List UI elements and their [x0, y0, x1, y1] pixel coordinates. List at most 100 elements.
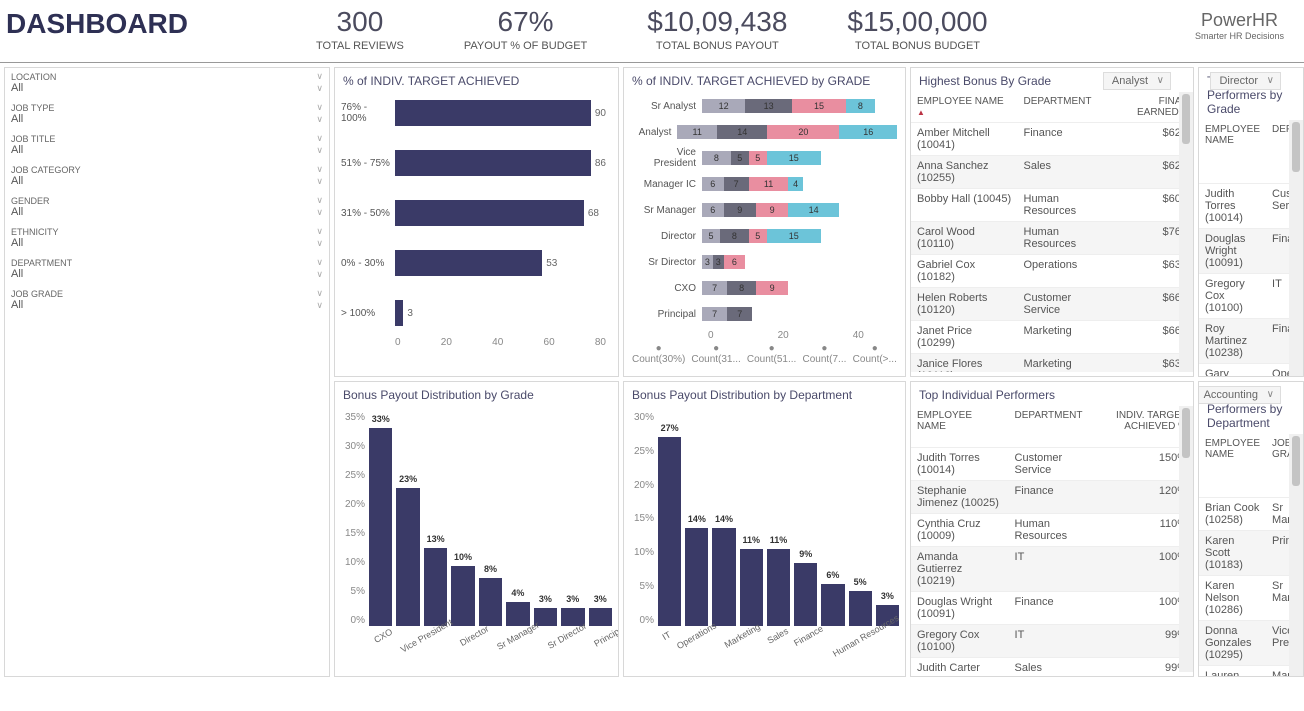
filter-value-dropdown[interactable]: All	[11, 268, 323, 282]
table-row[interactable]: Brian Cook (10258)Sr Manager93%	[1199, 498, 1303, 531]
table-row[interactable]: Janice Flores (10116)Marketing$631	[911, 354, 1193, 373]
dept-dropdown[interactable]: Accounting	[1198, 386, 1281, 404]
bar-segment[interactable]: 5	[749, 151, 767, 165]
bar-segment[interactable]: 13	[745, 99, 792, 113]
table-row[interactable]: Anna Sanchez (10255)Sales$621	[911, 156, 1193, 189]
bar[interactable]: 23%	[396, 488, 419, 626]
bar-segment[interactable]: 3	[713, 255, 724, 269]
scrollbar-thumb[interactable]	[1292, 122, 1300, 172]
bar-segment[interactable]: 8	[727, 281, 756, 295]
table-row[interactable]: Gregory Cox (10100)IT99%	[1199, 274, 1303, 319]
table-row[interactable]: Roy Martinez (10238)Finance98%	[1199, 319, 1303, 364]
column-header[interactable]: EMPLOYEE NAME	[1199, 120, 1266, 184]
scrollbar[interactable]	[1179, 406, 1193, 672]
bar-segment[interactable]: 16	[839, 125, 897, 139]
bar-segment[interactable]: 9	[756, 203, 788, 217]
table-row[interactable]: Gregory Cox (10100)IT99%	[911, 625, 1193, 658]
bar[interactable]	[395, 300, 403, 326]
bar-segment[interactable]: 8	[702, 151, 731, 165]
bar[interactable]	[395, 150, 591, 176]
bar-segment[interactable]: 14	[788, 203, 838, 217]
table-row[interactable]: Karen Scott (10183)Principal93%	[1199, 531, 1303, 576]
grade-dropdown[interactable]: Director	[1210, 72, 1281, 90]
grade-dropdown[interactable]: Analyst	[1103, 72, 1171, 90]
bar[interactable]: 8%	[479, 578, 502, 626]
column-header[interactable]: DEPARTMENT	[1009, 406, 1098, 448]
bar-segment[interactable]: 5	[702, 229, 720, 243]
bar-segment[interactable]: 9	[756, 281, 788, 295]
bar-segment[interactable]: 7	[724, 177, 749, 191]
bar[interactable]: 33%	[369, 428, 392, 626]
scrollbar[interactable]	[1289, 120, 1303, 377]
table-row[interactable]: Donna Gonzales (10295)Vice President84%	[1199, 621, 1303, 666]
chart-plot[interactable]: 0%5%10%15%20%25%30%35%33%23%13%10%8%4%3%…	[335, 406, 618, 666]
bar-segment[interactable]: 5	[731, 151, 749, 165]
table-row[interactable]: Judith Torres (10014)Customer Service150…	[1199, 184, 1303, 229]
filter-job-title[interactable]: JOB TITLEAll	[5, 130, 329, 161]
scrollbar[interactable]	[1179, 92, 1193, 372]
filter-job-category[interactable]: JOB CATEGORYAll	[5, 161, 329, 192]
bar[interactable]: 11%	[740, 549, 763, 626]
bar-segment[interactable]: 3	[702, 255, 713, 269]
bar[interactable]: 11%	[767, 549, 790, 626]
table-row[interactable]: Amanda Gutierrez (10219)IT100%	[911, 547, 1193, 592]
bar-segment[interactable]: 20	[767, 125, 839, 139]
bar-segment[interactable]: 14	[717, 125, 767, 139]
filter-gender[interactable]: GENDERAll	[5, 192, 329, 223]
filter-value-dropdown[interactable]: All	[11, 175, 323, 189]
table-row[interactable]: Lauren Morris (10062)Manager IC83%	[1199, 666, 1303, 678]
table-row[interactable]: Amber Mitchell (10041)Finance$622	[911, 123, 1193, 156]
filter-ethnicity[interactable]: ETHNICITYAll	[5, 223, 329, 254]
bar-segment[interactable]: 6	[702, 177, 724, 191]
table-row[interactable]: Helen Roberts (10120)Customer Service$66…	[911, 288, 1193, 321]
filter-value-dropdown[interactable]: All	[11, 206, 323, 220]
bar[interactable]: 14%	[712, 528, 735, 626]
bar-segment[interactable]: 7	[702, 281, 727, 295]
bar-segment[interactable]: 8	[720, 229, 749, 243]
table-row[interactable]: Stephanie Jimenez (10025)Finance120%	[911, 481, 1193, 514]
scrollbar-thumb[interactable]	[1292, 436, 1300, 486]
bar[interactable]	[395, 200, 584, 226]
bar-segment[interactable]: 15	[792, 99, 846, 113]
bar[interactable]: 5%	[849, 591, 872, 626]
table-row[interactable]: Gary Jimenez (10246)Operations97%	[1199, 364, 1303, 378]
bar-segment[interactable]: 8	[846, 99, 875, 113]
bar[interactable]: 14%	[685, 528, 708, 626]
table-row[interactable]: Cynthia Cruz (10009)Human Resources110%	[911, 514, 1193, 547]
bar[interactable]: 10%	[451, 566, 474, 626]
column-header[interactable]: EMPLOYEE NAME	[1199, 434, 1266, 498]
bar[interactable]: 27%	[658, 437, 681, 626]
bar-segment[interactable]: 15	[767, 229, 821, 243]
bar-segment[interactable]: 5	[749, 229, 767, 243]
column-header[interactable]: DEPARTMENT	[1018, 92, 1114, 123]
table-row[interactable]: Judith Torres (10014)Customer Service150…	[911, 448, 1193, 481]
column-header[interactable]: EMPLOYEE NAME	[911, 406, 1009, 448]
scrollbar[interactable]	[1289, 434, 1303, 677]
chart-plot[interactable]: Sr Analyst1213158Analyst11142016Vice Pre…	[624, 92, 905, 338]
table-row[interactable]: Karen Nelson (10286)Sr Manager91%	[1199, 576, 1303, 621]
scrollbar-thumb[interactable]	[1182, 408, 1190, 458]
filter-value-dropdown[interactable]: All	[11, 299, 323, 313]
bar[interactable]	[395, 100, 591, 126]
table-row[interactable]: Judith Carter (10222)Sales99%	[911, 658, 1193, 673]
bar-segment[interactable]: 11	[749, 177, 789, 191]
table-row[interactable]: Douglas Wright (10091)Finance100%	[1199, 229, 1303, 274]
bar-segment[interactable]: 4	[788, 177, 802, 191]
filter-department[interactable]: DEPARTMENTAll	[5, 254, 329, 285]
filter-value-dropdown[interactable]: All	[11, 144, 323, 158]
filter-job-grade[interactable]: JOB GRADEAll	[5, 285, 329, 316]
bar-segment[interactable]: 7	[727, 307, 752, 321]
filter-value-dropdown[interactable]: All	[11, 82, 323, 96]
column-header[interactable]: EMPLOYEE NAME▲	[911, 92, 1018, 123]
bar-segment[interactable]: 15	[767, 151, 821, 165]
table-row[interactable]: Bobby Hall (10045)Human Resources$600	[911, 189, 1193, 222]
bar[interactable]	[395, 250, 542, 276]
bar-segment[interactable]: 12	[702, 99, 745, 113]
bar[interactable]: 3%	[589, 608, 612, 626]
table-row[interactable]: Carol Wood (10110)Human Resources$762	[911, 222, 1193, 255]
filter-value-dropdown[interactable]: All	[11, 113, 323, 127]
bar[interactable]: 6%	[821, 584, 844, 626]
table-row[interactable]: Gabriel Cox (10182)Operations$636	[911, 255, 1193, 288]
filter-job-type[interactable]: JOB TYPEAll	[5, 99, 329, 130]
chart-plot[interactable]: 0%5%10%15%20%25%30%27%14%14%11%11%9%6%5%…	[624, 406, 905, 666]
